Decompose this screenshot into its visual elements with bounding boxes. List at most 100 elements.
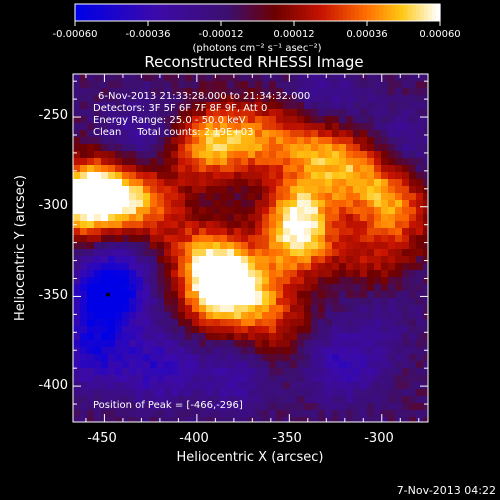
heatmap-cell [339,291,346,298]
heatmap-cell [73,277,80,284]
heatmap-cell [199,214,206,221]
heatmap-cell [108,172,115,179]
heatmap-cell [360,375,367,382]
heatmap-cell [241,88,248,95]
heatmap-cell [227,291,234,298]
heatmap-cell [353,207,360,214]
heatmap-cell [80,270,87,277]
heatmap-cell [339,165,346,172]
heatmap-cell [171,186,178,193]
heatmap-cell [108,291,115,298]
heatmap-cell [416,410,423,417]
heatmap-cell [171,102,178,109]
heatmap-cell [360,368,367,375]
heatmap-cell [255,263,262,270]
heatmap-cell [381,396,388,403]
heatmap-cell [423,193,428,200]
heatmap-cell [262,410,269,417]
heatmap-cell [409,200,416,207]
heatmap-cell [164,151,171,158]
heatmap-cell [325,193,332,200]
heatmap-cell [360,326,367,333]
heatmap-cell [248,249,255,256]
heatmap-cell [290,116,297,123]
heatmap-cell [143,354,150,361]
heatmap-cell [304,214,311,221]
heatmap-cell [388,165,395,172]
heatmap-cell [353,81,360,88]
heatmap-cell [122,326,129,333]
heatmap-cell [269,354,276,361]
heatmap-cell [248,221,255,228]
heatmap-cell [234,137,241,144]
heatmap-cell [129,403,136,410]
heatmap-cell [122,221,129,228]
heatmap-cell [297,95,304,102]
heatmap-cell [409,151,416,158]
heatmap-cell [290,172,297,179]
heatmap-cell [290,410,297,417]
heatmap-cell [171,242,178,249]
heatmap-cell [108,375,115,382]
heatmap-cell [423,396,428,403]
heatmap-cell [234,95,241,102]
heatmap-cell [423,375,428,382]
heatmap-cell [87,396,94,403]
heatmap-cell [325,95,332,102]
heatmap-cell [227,375,234,382]
heatmap-cell [213,326,220,333]
heatmap-cell [199,270,206,277]
heatmap-cell [374,410,381,417]
colorbar-cell [269,4,275,21]
heatmap-cell [234,347,241,354]
heatmap-cell [101,347,108,354]
heatmap-cell [213,249,220,256]
heatmap-cell [262,116,269,123]
heatmap-cell [360,144,367,151]
axis-ticks [73,74,428,422]
heatmap-cell [248,368,255,375]
heatmap-cell [178,396,185,403]
colorbar-cell [208,4,214,21]
heatmap-cell [199,207,206,214]
heatmap-cell [346,326,353,333]
heatmap-cell [234,88,241,95]
heatmap-cell [346,172,353,179]
heatmap-cell [395,284,402,291]
heatmap-cell [311,109,318,116]
heatmap-cell [332,403,339,410]
heatmap-cell [234,382,241,389]
heatmap-cell [220,158,227,165]
heatmap-cell [402,312,409,319]
heatmap-cell [325,228,332,235]
x-tick-label: -400 [179,431,209,446]
heatmap-cell [136,291,143,298]
heatmap-cell [262,403,269,410]
heatmap-cell [178,368,185,375]
heatmap-cell [136,375,143,382]
heatmap-cell [332,263,339,270]
heatmap-cell [325,403,332,410]
heatmap-cell [94,81,101,88]
heatmap-cell [227,193,234,200]
heatmap-cell [164,382,171,389]
heatmap-cell [374,326,381,333]
heatmap-cell [115,165,122,172]
heatmap-cell [395,193,402,200]
heatmap-cell [276,396,283,403]
heatmap-cell [87,305,94,312]
heatmap-cell [164,207,171,214]
heatmap-cell [185,389,192,396]
heatmap-cell [94,137,101,144]
heatmap-cell [108,186,115,193]
heatmap-cell [185,186,192,193]
heatmap-cell [339,137,346,144]
heatmap-cell [248,305,255,312]
heatmap-cell [262,291,269,298]
heatmap-cell [325,116,332,123]
heatmap-cell [136,368,143,375]
heatmap-cell [304,263,311,270]
heatmap-cell [262,207,269,214]
heatmap-cell [115,312,122,319]
heatmap-cell [339,340,346,347]
